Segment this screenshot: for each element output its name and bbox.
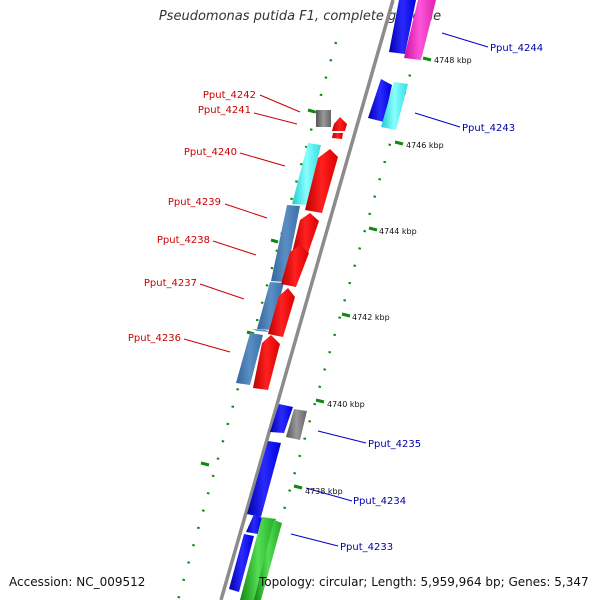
gene-4235-partner — [286, 409, 307, 440]
map-title: Pseudomonas putida F1, complete genome — [158, 9, 442, 24]
reverse-leaders — [183, 94, 301, 353]
gene-label-pput-4233[interactable]: Pput_4233 — [340, 542, 393, 553]
gene-label-pput-4237[interactable]: Pput_4237 — [144, 278, 197, 289]
gene-label-pput-4244[interactable]: Pput_4244 — [490, 43, 543, 54]
gene-4240-partner — [305, 149, 338, 213]
kbp-label-4748: 4748 kbp — [434, 56, 472, 65]
gene-4243-partner — [381, 82, 408, 130]
gene-4233-partner — [254, 520, 282, 600]
gene-4233-block — [240, 517, 276, 600]
gene-4232-block — [229, 534, 254, 592]
gene-4237-partner — [268, 288, 295, 337]
kbp-label-4744: 4744 kbp — [379, 227, 417, 236]
gene-4241-partner — [332, 133, 343, 139]
gene-4238-block — [257, 282, 284, 330]
kbp-label-4738: 4738 kbp — [305, 487, 343, 496]
gene-4235-block — [270, 404, 293, 433]
gene-4244-block — [389, 0, 416, 54]
gene-label-pput-4236[interactable]: Pput_4236 — [128, 333, 181, 344]
kbp-label-4742: 4742 kbp — [352, 313, 390, 322]
gene-4236-partner — [253, 335, 280, 390]
gene-4244-partner — [404, 0, 436, 60]
gene-blocks — [229, 0, 436, 600]
gene-4237-block — [252, 329, 271, 332]
gene-label-pput-4235[interactable]: Pput_4235 — [368, 439, 421, 450]
gene-label-pput-4241[interactable]: Pput_4241 — [198, 105, 251, 116]
topology-text: Topology: circular; Length: 5,959,964 bp… — [259, 575, 589, 589]
kbp-label-4740: 4740 kbp — [327, 400, 365, 409]
kbp-label-4746: 4746 kbp — [406, 141, 444, 150]
reverse-tick-track — [176, 41, 338, 600]
gene-4241-block — [316, 110, 331, 127]
gene-4236-block — [236, 333, 263, 385]
accession-text: Accession: NC_009512 — [9, 575, 146, 589]
gene-4239-partner — [292, 213, 319, 256]
gene-label-pput-4242[interactable]: Pput_4242 — [203, 90, 256, 101]
gene-4238-partner — [281, 245, 309, 287]
gene-label-pput-4234[interactable]: Pput_4234 — [353, 496, 406, 507]
genome-backbone — [219, 0, 395, 600]
gene-label-pput-4240[interactable]: Pput_4240 — [184, 147, 237, 158]
gene-label-pput-4243[interactable]: Pput_4243 — [462, 123, 515, 134]
gene-label-pput-4238[interactable]: Pput_4238 — [157, 235, 210, 246]
gene-4234-block — [247, 441, 281, 517]
gene-4240-block — [292, 143, 321, 205]
forward-leaders — [290, 32, 489, 547]
gene-4239-block — [271, 205, 300, 282]
gene-4234-extra — [246, 514, 262, 534]
gene-label-pput-4239[interactable]: Pput_4239 — [168, 197, 221, 208]
kbp-ticks — [200, 56, 432, 490]
gene-4242-block — [332, 117, 347, 131]
